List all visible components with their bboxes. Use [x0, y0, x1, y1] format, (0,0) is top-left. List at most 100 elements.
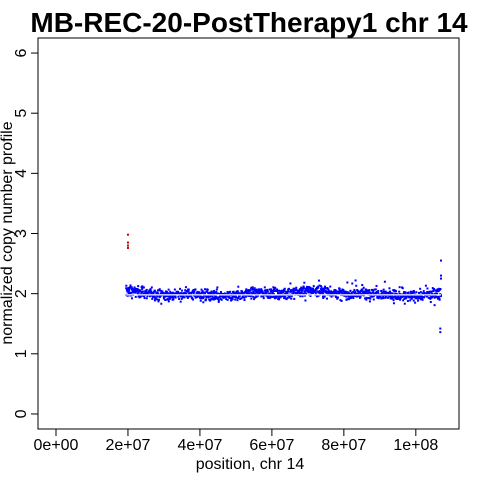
data-point [172, 296, 175, 299]
data-point [292, 289, 295, 292]
data-point [306, 285, 309, 288]
data-point [150, 294, 153, 297]
data-point [237, 285, 240, 288]
data-point [154, 297, 157, 300]
data-point [130, 286, 133, 289]
data-point [286, 291, 289, 294]
data-point [255, 289, 258, 292]
data-point [325, 297, 328, 300]
data-point [438, 297, 441, 300]
data-point [419, 298, 422, 301]
data-point [402, 299, 405, 302]
data-point [125, 289, 128, 292]
data-point [139, 290, 142, 293]
data-point [269, 292, 272, 295]
data-point [243, 296, 246, 299]
data-point [415, 291, 418, 294]
data-point [373, 288, 376, 291]
data-point [205, 298, 208, 301]
data-point [236, 291, 239, 294]
data-point [253, 293, 256, 296]
data-point [362, 286, 365, 289]
data-point [173, 288, 176, 291]
data-point [389, 297, 392, 300]
outlier-point [126, 246, 129, 249]
data-point [210, 292, 213, 295]
data-point [208, 298, 211, 301]
data-point [141, 290, 144, 293]
data-point [399, 297, 402, 300]
data-point [318, 290, 321, 293]
data-point [206, 288, 209, 291]
data-point [323, 290, 326, 293]
data-point [327, 288, 330, 291]
data-point [176, 290, 179, 293]
data-point [243, 299, 246, 302]
data-point [202, 301, 205, 304]
data-point [251, 286, 254, 289]
data-point [427, 292, 430, 295]
x-tick-label: 4e+07 [177, 437, 222, 454]
data-point [430, 290, 433, 293]
data-point [216, 286, 219, 289]
data-point [299, 295, 302, 298]
data-point [339, 289, 342, 292]
data-point [272, 286, 275, 289]
data-point [251, 291, 254, 294]
data-point [403, 302, 406, 305]
data-point [423, 296, 426, 299]
data-point [148, 295, 151, 298]
data-point [383, 292, 386, 295]
data-point [206, 290, 209, 293]
data-point [359, 291, 362, 294]
data-point [265, 292, 268, 295]
data-point [352, 297, 355, 300]
data-point [213, 298, 216, 301]
data-point [318, 284, 321, 287]
data-point [309, 291, 312, 294]
data-point [161, 291, 164, 294]
data-point [228, 296, 231, 299]
data-point [284, 295, 287, 298]
data-point [180, 289, 183, 292]
data-point [272, 289, 275, 292]
data-point [158, 294, 161, 297]
data-point [200, 288, 203, 291]
data-point [201, 290, 204, 293]
data-point [156, 291, 159, 294]
data-point [202, 297, 205, 300]
data-point [350, 291, 353, 294]
data-point [296, 291, 299, 294]
data-point [316, 290, 319, 293]
data-point [169, 297, 172, 300]
data-point [433, 288, 436, 291]
data-point [255, 288, 258, 291]
data-point [405, 297, 408, 300]
data-point [348, 296, 351, 299]
data-point [156, 298, 159, 301]
data-point [150, 290, 153, 293]
data-point [251, 292, 254, 295]
data-point [209, 299, 212, 302]
data-point [394, 289, 397, 292]
data-point [335, 290, 338, 293]
data-point [137, 291, 140, 294]
data-point [208, 293, 211, 296]
data-point [276, 290, 279, 293]
data-point [156, 295, 159, 298]
data-point [356, 289, 359, 292]
data-point [298, 288, 301, 291]
x-axis-label: position, chr 14 [196, 456, 305, 473]
data-point [218, 296, 221, 299]
data-point [298, 289, 301, 292]
data-point [390, 297, 393, 300]
data-point [126, 290, 129, 293]
data-point [435, 295, 438, 298]
data-point [339, 299, 342, 302]
data-point [180, 297, 183, 300]
data-point [427, 296, 430, 299]
data-point [368, 300, 371, 303]
data-point [439, 295, 442, 298]
data-point [268, 288, 271, 291]
data-point [153, 289, 156, 292]
